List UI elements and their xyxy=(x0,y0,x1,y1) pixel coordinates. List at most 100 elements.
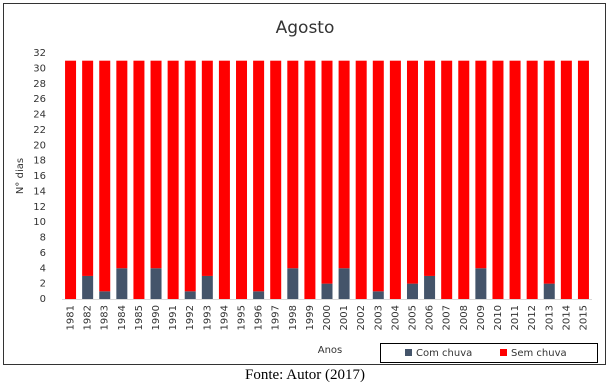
bar-segment xyxy=(475,268,487,299)
bar-segment xyxy=(406,60,418,284)
bar-segment xyxy=(543,283,555,299)
bar-segment xyxy=(560,60,572,299)
y-tick-label: 2 xyxy=(40,279,46,290)
y-tick-label: 0 xyxy=(40,294,46,305)
x-tick-label: 2014 xyxy=(561,305,572,330)
x-tick-label: 2012 xyxy=(527,305,538,330)
legend-label: Sem chuva xyxy=(511,348,567,359)
x-tick-label: 1994 xyxy=(219,305,230,330)
bar-segment xyxy=(543,60,555,284)
x-axis-label: Anos xyxy=(318,345,343,356)
x-tick-label: 2007 xyxy=(442,305,453,330)
x-tick-label: 1991 xyxy=(168,305,179,330)
y-tick-label: 28 xyxy=(33,79,46,90)
x-tick-label: 1981 xyxy=(66,305,77,330)
bar-segment xyxy=(65,60,77,299)
bar-segment xyxy=(184,291,196,299)
x-tick-label: 2015 xyxy=(578,305,589,330)
bar-segment xyxy=(577,60,589,299)
bar-segment xyxy=(475,60,487,269)
bar-segment xyxy=(304,60,316,299)
bar-segment xyxy=(116,60,128,269)
bar-segment xyxy=(338,60,350,269)
legend-box xyxy=(380,343,598,363)
x-tick-label: 2004 xyxy=(390,305,401,330)
bar-segment xyxy=(201,60,213,276)
x-tick-label: 1983 xyxy=(100,305,111,330)
x-tick-label: 1999 xyxy=(305,305,316,330)
bar-segment xyxy=(287,60,299,269)
bar-segment xyxy=(424,60,436,276)
y-axis-label: N° dias xyxy=(15,158,26,194)
bar-segment xyxy=(116,268,128,299)
bar-segment xyxy=(355,60,367,299)
bar-segment xyxy=(99,291,111,299)
bar-segment xyxy=(424,275,436,299)
x-tick-label: 2003 xyxy=(373,305,384,330)
y-tick-label: 18 xyxy=(33,156,46,167)
bar-segment xyxy=(372,60,384,292)
bar-segment xyxy=(287,268,299,299)
y-tick-label: 8 xyxy=(40,233,46,244)
y-tick-label: 12 xyxy=(33,202,46,213)
chart-title: Agosto xyxy=(276,18,335,38)
bar-segment xyxy=(253,60,265,292)
x-tick-label: 2009 xyxy=(476,305,487,330)
bar-segment xyxy=(441,60,453,299)
x-tick-label: 1996 xyxy=(254,305,265,330)
bar-segment xyxy=(150,268,162,299)
x-tick-label: 2001 xyxy=(339,305,350,330)
bar-segment xyxy=(167,60,179,299)
y-tick-label: 30 xyxy=(33,63,46,74)
chart: Agosto Anos N° dias 02468101214161820222… xyxy=(3,3,606,365)
y-tick-label: 20 xyxy=(33,140,46,151)
legend-swatch xyxy=(500,349,507,356)
y-tick-label: 32 xyxy=(33,48,46,59)
bar-segment xyxy=(253,291,265,299)
bar-segment xyxy=(458,60,470,299)
bar-segment xyxy=(406,283,418,299)
bar-segment xyxy=(99,60,111,292)
y-tick-label: 26 xyxy=(33,94,46,105)
y-tick-label: 14 xyxy=(33,186,46,197)
bar-segment xyxy=(201,275,213,299)
x-tick-label: 2006 xyxy=(425,305,436,330)
x-tick-label: 1984 xyxy=(117,305,128,330)
x-tick-label: 2011 xyxy=(510,305,521,330)
y-tick-label: 10 xyxy=(33,217,46,228)
x-tick-label: 1992 xyxy=(185,305,196,330)
bar-segment xyxy=(509,60,521,299)
bar-segment xyxy=(321,283,333,299)
bar-segment xyxy=(270,60,282,299)
x-tick-label: 1995 xyxy=(237,305,248,330)
y-tick-label: 24 xyxy=(33,110,46,121)
x-tick-label: 1997 xyxy=(271,305,282,330)
bar-segment xyxy=(526,60,538,299)
bar-segment xyxy=(150,60,162,269)
bar-segment xyxy=(372,291,384,299)
bar-segment xyxy=(82,275,94,299)
y-tick-label: 6 xyxy=(40,248,46,259)
bar-segment xyxy=(236,60,248,299)
bar-segment xyxy=(133,60,145,299)
legend-label: Com chuva xyxy=(416,348,472,359)
bar-segment xyxy=(492,60,504,299)
caption: Fonte: Autor (2017) xyxy=(245,367,365,383)
x-tick-label: 2005 xyxy=(407,305,418,330)
x-tick-label: 2000 xyxy=(322,305,333,330)
x-tick-label: 1982 xyxy=(83,305,94,330)
bar-segment xyxy=(321,60,333,284)
y-tick-label: 16 xyxy=(33,171,46,182)
x-tick-label: 1993 xyxy=(202,305,213,330)
bar-segment xyxy=(389,60,401,299)
legend-swatch xyxy=(405,349,412,356)
x-tick-label: 2008 xyxy=(459,305,470,330)
x-tick-label: 1985 xyxy=(134,305,145,330)
bar-segment xyxy=(184,60,196,292)
x-tick-label: 2010 xyxy=(493,305,504,330)
x-tick-label: 2013 xyxy=(544,305,555,330)
y-tick-label: 4 xyxy=(40,263,46,274)
bar-segment xyxy=(338,268,350,299)
y-tick-label: 22 xyxy=(33,125,46,136)
